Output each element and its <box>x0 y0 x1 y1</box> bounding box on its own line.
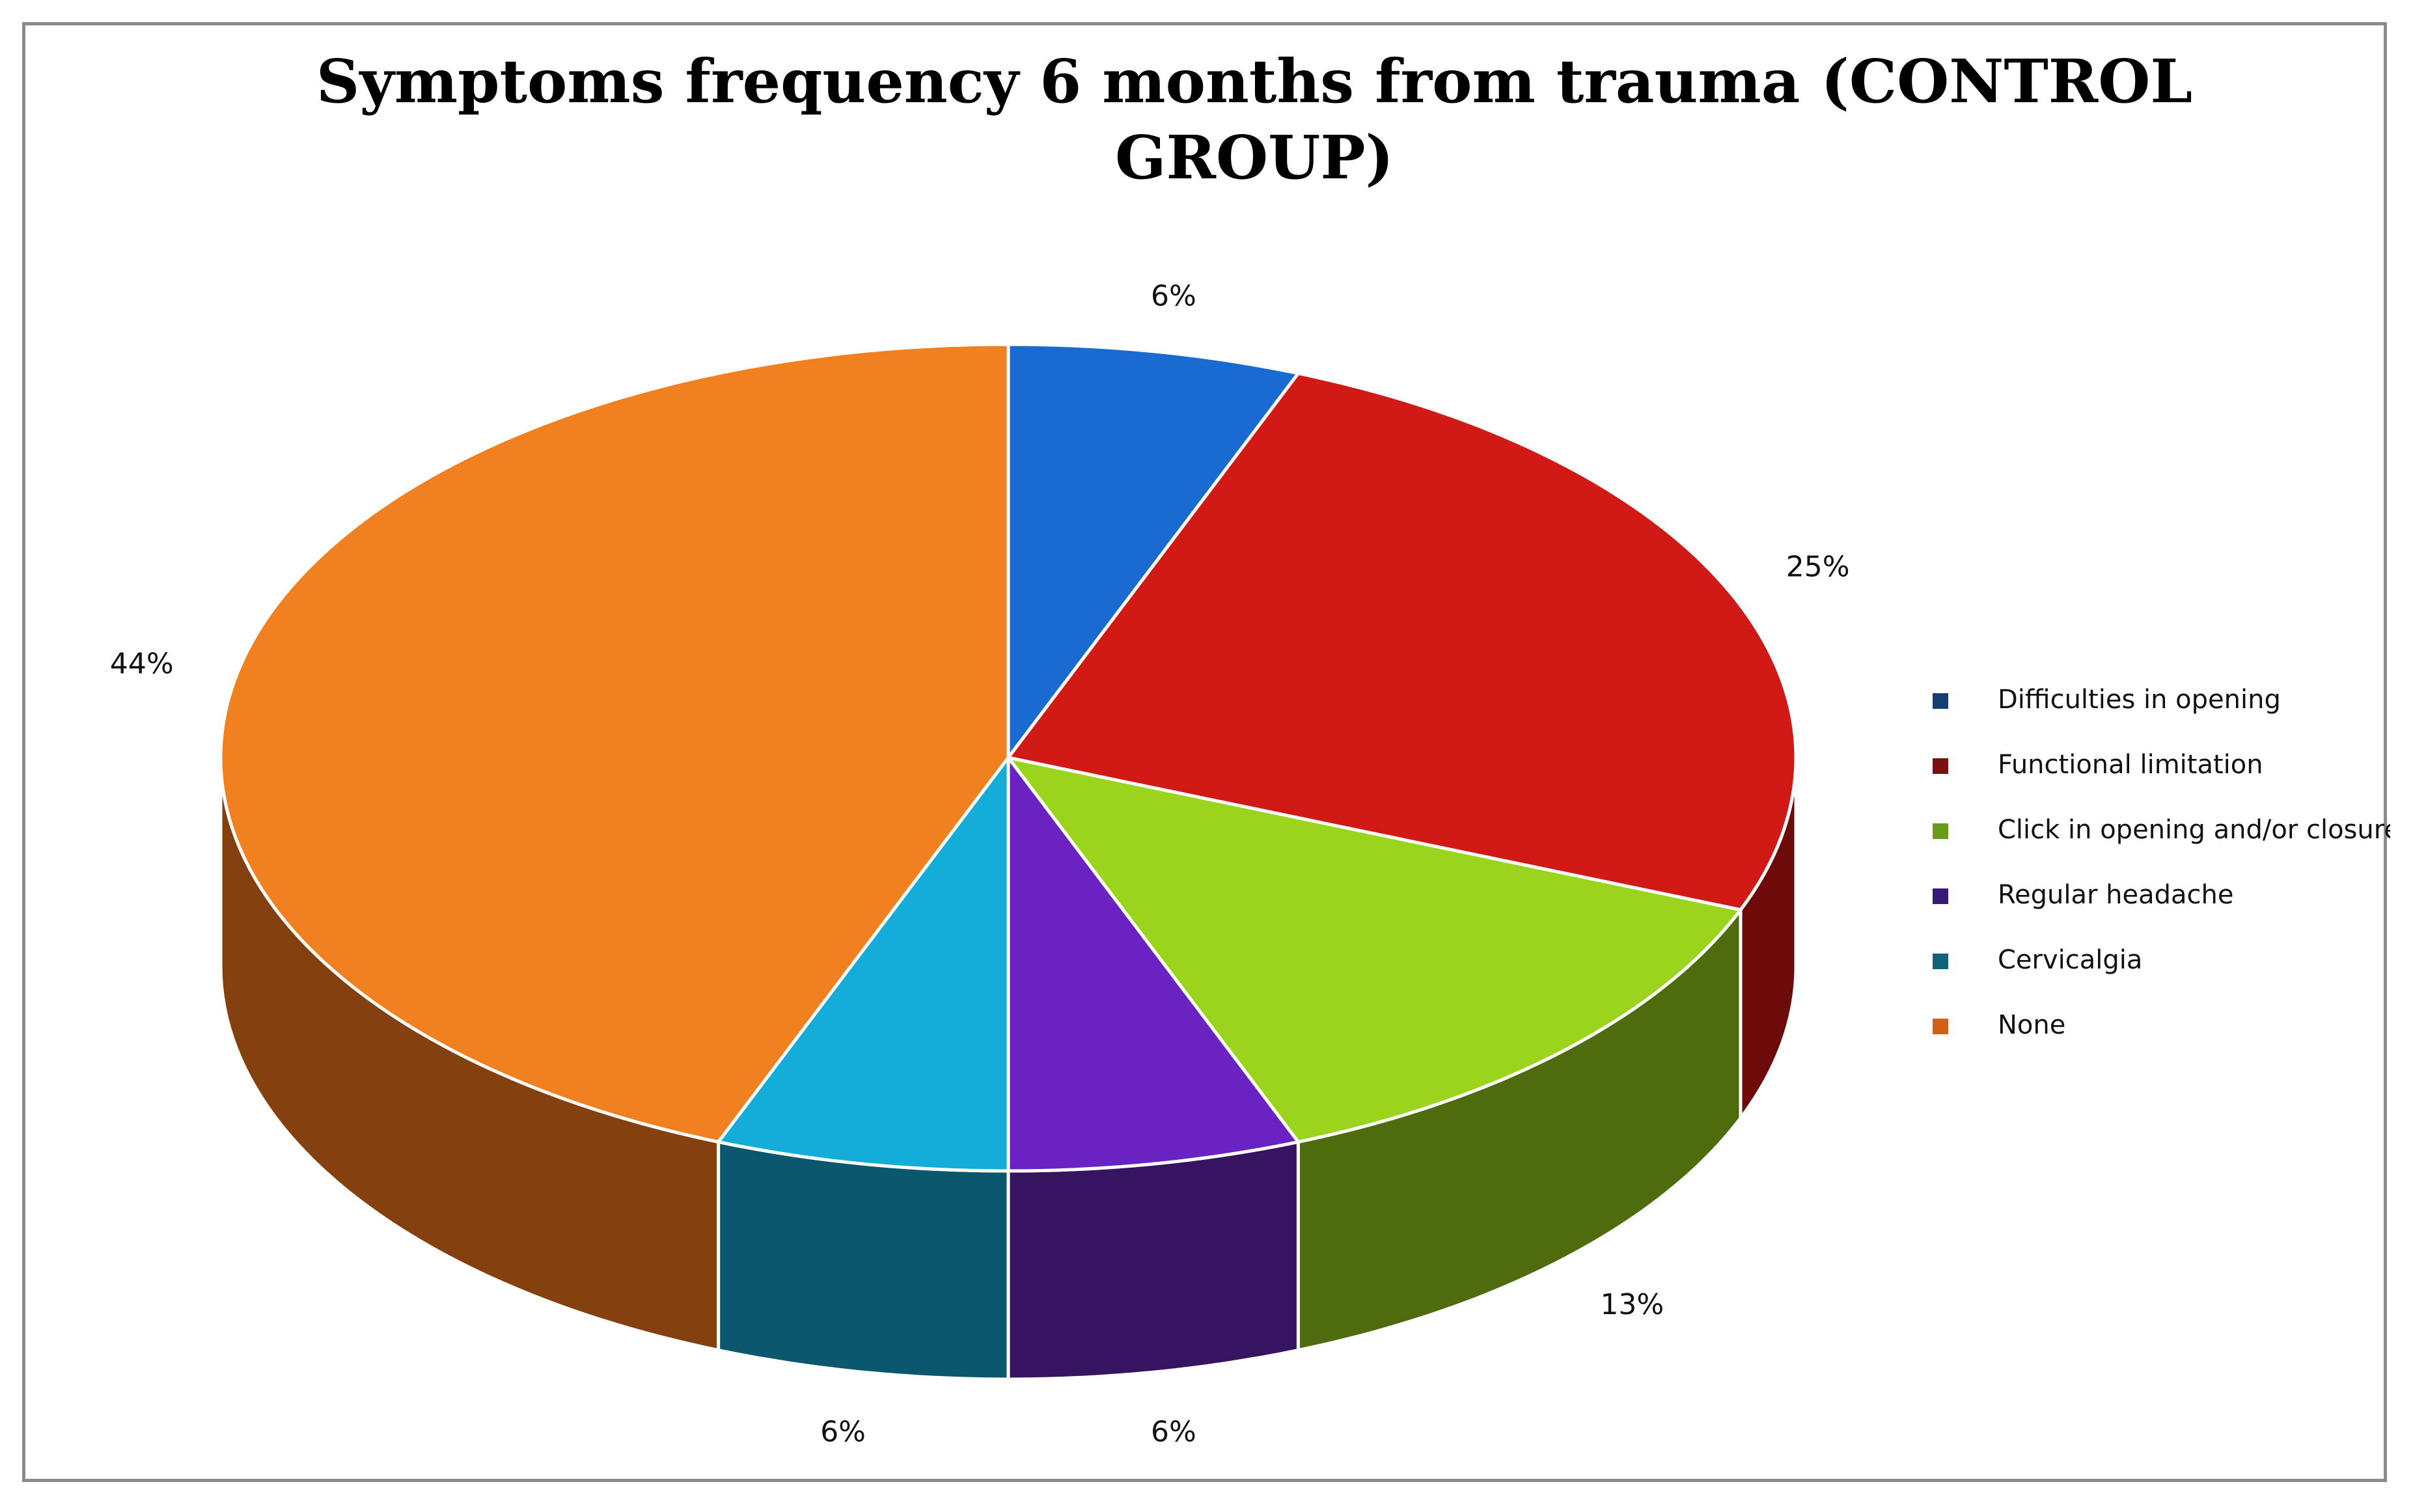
data-label-regular-headache: 6% <box>1151 1416 1196 1449</box>
legend-swatch-regular-headache <box>1933 888 1948 904</box>
chart-frame: Symptoms frequency 6 months from trauma … <box>22 22 2390 1482</box>
pie-slice-click-in-opening-and-or-closure <box>1006 756 1743 1144</box>
pie-slice-regular-headache <box>1006 756 1300 1173</box>
legend-swatch-click-in-opening-and-or-closure <box>1933 823 1948 839</box>
legend-label-click-in-opening-and-or-closure: Click in opening and/or closure <box>1998 815 2390 845</box>
pie-layer <box>219 342 1798 1381</box>
legend-label-cervicalgia: Cervicalgia <box>1998 945 2142 975</box>
legend-swatch-cervicalgia <box>1933 954 1948 969</box>
legend-label-difficulties-in-opening: Difficulties in opening <box>1998 685 2281 715</box>
data-labels: 6% 25% 13% 6% 6% 44% <box>110 279 1850 1448</box>
data-label-difficulties-in-opening: 6% <box>1151 279 1196 312</box>
chart-title-line-1: Symptoms frequency 6 months from trauma … <box>316 46 2192 117</box>
data-label-functional-limitation: 25% <box>1786 551 1850 584</box>
pie-chart: Symptoms frequency 6 months from trauma … <box>110 46 2390 1449</box>
data-label-none: 44% <box>110 648 174 681</box>
chart-title-line-2: GROUP) <box>1115 122 1394 193</box>
pie-side-regular-headache <box>1006 1140 1300 1381</box>
legend-label-regular-headache: Regular headache <box>1998 880 2233 910</box>
pie-slice-difficulties-in-opening <box>1006 342 1300 760</box>
pie-slice-functional-limitation <box>1006 372 1798 912</box>
legend-label-none: None <box>1998 1010 2065 1040</box>
legend-swatch-functional-limitation <box>1933 758 1948 774</box>
legend-swatch-none <box>1933 1019 1948 1034</box>
pie-side-cervicalgia <box>717 1140 1010 1381</box>
legend-swatch-difficulties-in-opening <box>1933 693 1948 709</box>
legend: Difficulties in opening Functional limita… <box>1933 685 2390 1040</box>
data-label-click-in-opening-and-or-closure: 13% <box>1600 1288 1664 1321</box>
data-label-cervicalgia: 6% <box>820 1416 866 1449</box>
pie-slice-none <box>219 342 1010 1144</box>
legend-label-functional-limitation: Functional limitation <box>1998 750 2263 780</box>
pie-slice-cervicalgia <box>717 756 1010 1173</box>
